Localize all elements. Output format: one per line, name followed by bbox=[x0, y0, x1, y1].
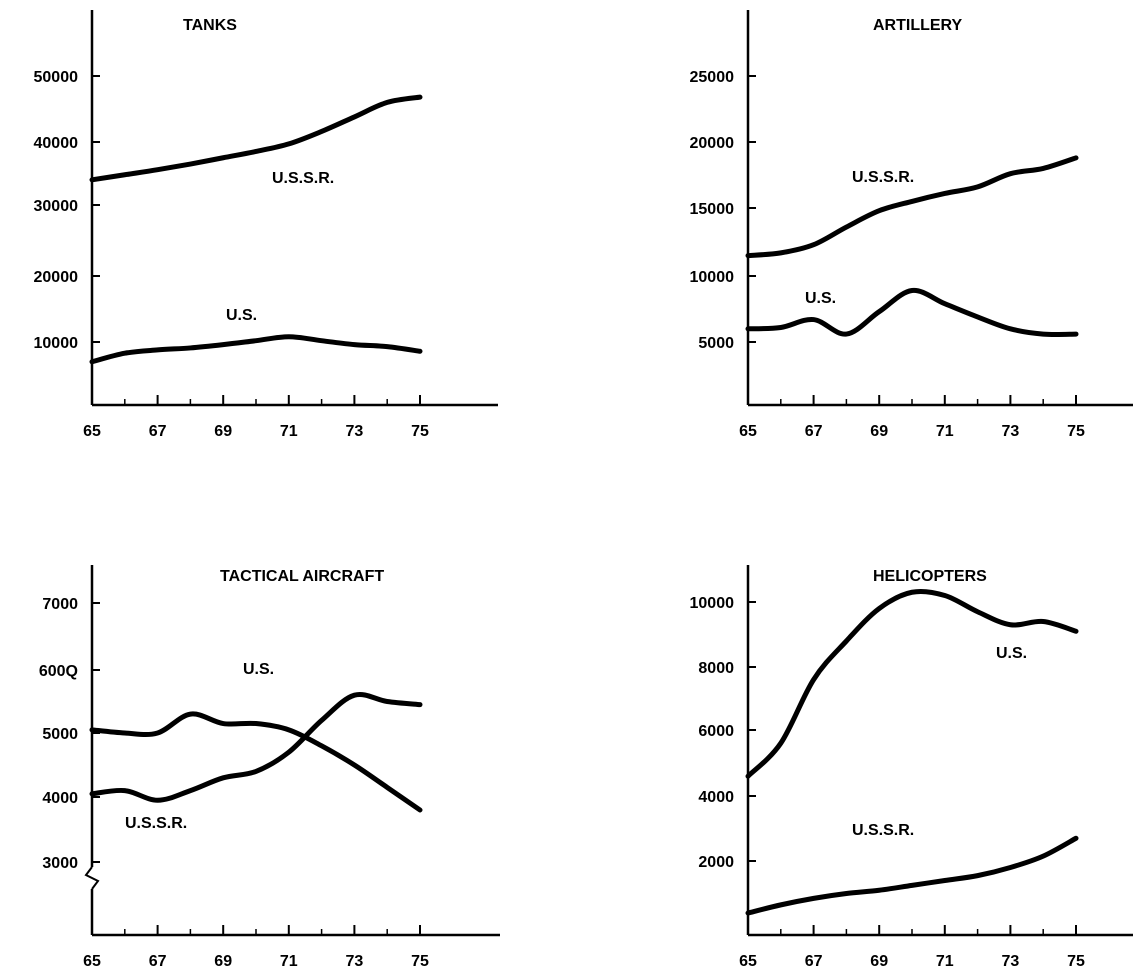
x-tick-label: 69 bbox=[870, 423, 888, 440]
x-tick-label: 71 bbox=[936, 953, 954, 969]
y-tick-label: 4000 bbox=[42, 790, 78, 807]
y-tick-label: 4000 bbox=[698, 789, 734, 806]
chart-title: HELICOPTERS bbox=[873, 568, 987, 585]
chart-title: TANKS bbox=[183, 17, 237, 34]
series-line-ussr bbox=[89, 94, 423, 183]
x-tick-label: 67 bbox=[805, 953, 823, 969]
series-line-ussr bbox=[745, 155, 1079, 259]
y-tick-label: 15000 bbox=[690, 201, 735, 218]
series-label: U.S. bbox=[996, 645, 1027, 662]
x-tick-label: 75 bbox=[1067, 953, 1085, 969]
series-label: U.S.S.R. bbox=[852, 169, 914, 186]
x-tick-label: 75 bbox=[411, 953, 429, 969]
y-tick-label: 10000 bbox=[690, 269, 735, 286]
y-tick-label: 3000 bbox=[42, 855, 78, 872]
y-tick-label: 25000 bbox=[690, 69, 735, 86]
x-tick-label: 71 bbox=[280, 423, 298, 440]
y-tick-label: 50000 bbox=[34, 69, 79, 86]
series-label: U.S. bbox=[805, 290, 836, 307]
axis-break-mark bbox=[84, 866, 100, 890]
y-tick-label: 600Q bbox=[39, 663, 78, 680]
series-line-us bbox=[89, 711, 423, 813]
x-tick-label: 65 bbox=[739, 423, 757, 440]
y-tick-label: 10000 bbox=[690, 595, 735, 612]
x-tick-label: 75 bbox=[411, 423, 429, 440]
x-tick-label: 65 bbox=[83, 953, 101, 969]
y-tick-label: 7000 bbox=[42, 596, 78, 613]
chart-panel-1: TANKS 10000 20000 30000 40000 50000 65 67 69 71 73… bbox=[34, 10, 498, 440]
chart-panel-2: ARTILLERY 5000 10000 15000 20000 25000 65 67 69 7… bbox=[690, 10, 1133, 440]
series-line-ussr bbox=[89, 692, 423, 803]
y-tick-label: 30000 bbox=[34, 198, 79, 215]
y-tick-label: 2000 bbox=[698, 854, 734, 871]
x-tick-label: 73 bbox=[346, 423, 364, 440]
y-tick-label: 20000 bbox=[690, 135, 735, 152]
series-line-ussr bbox=[745, 835, 1079, 916]
series-label: U.S. bbox=[226, 307, 257, 324]
x-tick-label: 67 bbox=[149, 423, 167, 440]
series-line-us bbox=[745, 588, 1079, 779]
x-tick-label: 73 bbox=[346, 953, 364, 969]
series-label: U.S. bbox=[243, 661, 274, 678]
y-tick-label: 6000 bbox=[698, 723, 734, 740]
x-tick-label: 73 bbox=[1002, 953, 1020, 969]
x-tick-label: 73 bbox=[1002, 423, 1020, 440]
y-tick-label: 20000 bbox=[34, 269, 79, 286]
chart-title: TACTICAL AIRCRAFT bbox=[220, 568, 384, 585]
y-tick-label: 8000 bbox=[698, 660, 734, 677]
series-label: U.S.S.R. bbox=[852, 822, 914, 839]
chart-panel-3: TACTICAL AIRCRAFT 3000 4000 5000 600Q 7000 65 6… bbox=[39, 565, 500, 969]
x-tick-label: 71 bbox=[936, 423, 954, 440]
chart-panel-4: HELICOPTERS 2000 4000 6000 8000 10000 65 67 69 71… bbox=[690, 565, 1133, 969]
chart-title: ARTILLERY bbox=[873, 17, 963, 34]
series-line-us bbox=[89, 334, 423, 365]
series-label: U.S.S.R. bbox=[125, 815, 187, 832]
x-tick-label: 75 bbox=[1067, 423, 1085, 440]
y-tick-label: 5000 bbox=[698, 335, 734, 352]
x-tick-label: 69 bbox=[870, 953, 888, 969]
x-tick-label: 65 bbox=[83, 423, 101, 440]
y-tick-label: 40000 bbox=[34, 135, 79, 152]
series-label: U.S.S.R. bbox=[272, 170, 334, 187]
x-tick-label: 69 bbox=[214, 953, 232, 969]
x-tick-label: 67 bbox=[805, 423, 823, 440]
x-tick-label: 69 bbox=[214, 423, 232, 440]
series-line-us bbox=[745, 288, 1079, 337]
x-tick-label: 65 bbox=[739, 953, 757, 969]
x-tick-label: 67 bbox=[149, 953, 167, 969]
y-tick-label: 5000 bbox=[42, 726, 78, 743]
x-tick-label: 71 bbox=[280, 953, 298, 969]
y-tick-label: 10000 bbox=[34, 335, 79, 352]
